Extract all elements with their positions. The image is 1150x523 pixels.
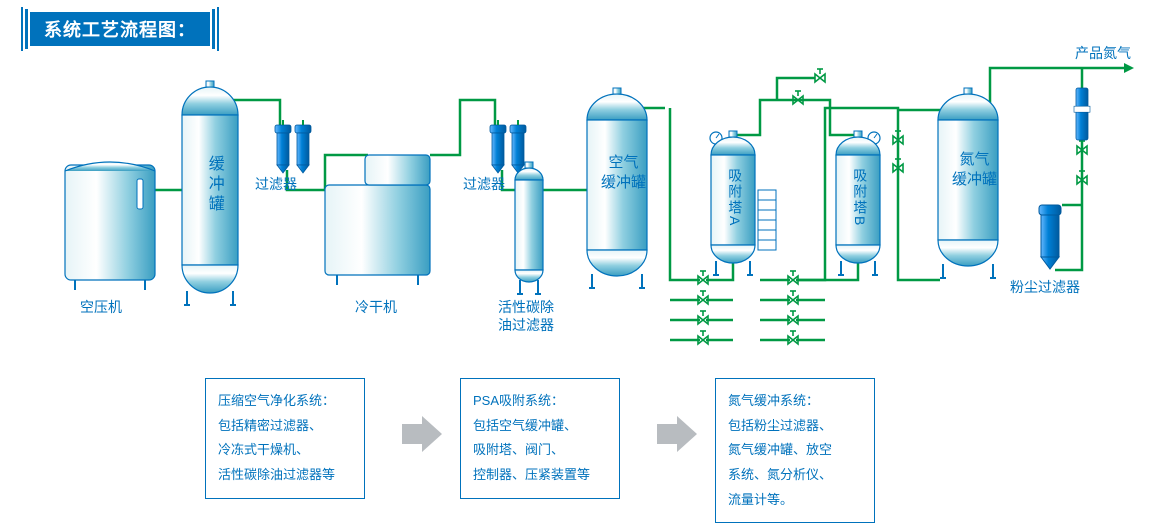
desc-purification-system: 压缩空气净化系统： 包括精密过滤器、 冷冻式干燥机、 活性碳除油过滤器等 [205,378,365,499]
desc-n2-buffer-text: 氮气缓冲系统： 包括粉尘过滤器、 氮气缓冲罐、放空 系统、氮分析仪、 流量计等。 [728,393,832,507]
label-tower-a: 吸附塔A [726,168,744,227]
label-filter1: 过滤器 [255,175,297,193]
label-buffer-tank: 缓冲罐 [203,155,224,215]
arrow-icon [655,412,699,456]
arrow-icon [400,412,444,456]
label-product: 产品氮气 [1075,44,1131,62]
label-filter2: 过滤器 [463,175,505,193]
desc-n2-buffer-system: 氮气缓冲系统： 包括粉尘过滤器、 氮气缓冲罐、放空 系统、氮分析仪、 流量计等。 [715,378,875,523]
process-flow-stage [0,0,1150,380]
desc-psa-text: PSA吸附系统： 包括空气缓冲罐、 吸附塔、阀门、 控制器、压紧装置等 [473,393,590,482]
label-dust-filter: 粉尘过滤器 [1010,278,1080,296]
desc-psa-system: PSA吸附系统： 包括空气缓冲罐、 吸附塔、阀门、 控制器、压紧装置等 [460,378,620,499]
label-air-buffer: 空气 缓冲罐 [601,153,646,192]
label-compressor: 空压机 [80,298,122,316]
label-n2-buffer: 氮气 缓冲罐 [952,150,997,189]
label-carbon-filter: 活性碳除 油过滤器 [498,298,554,334]
label-tower-b: 吸附塔B [851,168,869,227]
desc-purification-text: 压缩空气净化系统： 包括精密过滤器、 冷冻式干燥机、 活性碳除油过滤器等 [218,393,335,482]
label-dryer: 冷干机 [355,298,397,316]
